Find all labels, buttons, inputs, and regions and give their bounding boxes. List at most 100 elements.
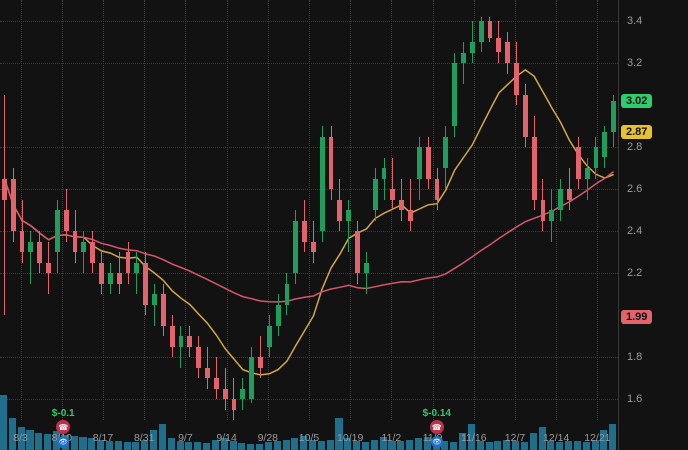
candle-body[interactable] — [179, 336, 184, 347]
candle-body[interactable] — [443, 137, 448, 169]
candle-body[interactable] — [426, 147, 431, 179]
candle-wick[interactable] — [410, 179, 411, 232]
candle-body[interactable] — [28, 242, 33, 253]
candle-body[interactable] — [329, 137, 334, 190]
candle-wick[interactable] — [180, 326, 181, 368]
gridline-vertical — [309, 0, 310, 420]
gridline-vertical — [103, 0, 104, 420]
candle-body[interactable] — [594, 147, 599, 168]
candle-body[interactable] — [99, 263, 104, 284]
candle-body[interactable] — [2, 179, 7, 200]
candle-body[interactable] — [46, 263, 51, 274]
candle-body[interactable] — [64, 210, 69, 231]
candle-body[interactable] — [302, 221, 307, 242]
candle-body[interactable] — [276, 305, 281, 326]
earnings-view-icon[interactable]: 👁 — [431, 436, 443, 448]
candle-body[interactable] — [320, 137, 325, 232]
candle-body[interactable] — [196, 347, 201, 368]
candle-body[interactable] — [205, 368, 210, 379]
candle-body[interactable] — [585, 168, 590, 179]
candle-body[interactable] — [143, 263, 148, 305]
candle-wick[interactable] — [384, 158, 385, 200]
candle-body[interactable] — [117, 273, 122, 284]
candle-body[interactable] — [126, 252, 131, 273]
candle-body[interactable] — [496, 38, 501, 53]
candle-wick[interactable] — [366, 252, 367, 294]
candle-body[interactable] — [152, 294, 157, 305]
candle-body[interactable] — [479, 21, 484, 42]
earnings-marker[interactable]: $-0.1 ☎ 👁 — [52, 408, 75, 448]
candle-body[interactable] — [408, 210, 413, 221]
earnings-call-icon[interactable]: ☎ — [56, 420, 70, 434]
candle-body[interactable] — [532, 137, 537, 200]
candle-wick[interactable] — [392, 158, 393, 211]
x-axis-date-label: 10/19 — [337, 432, 363, 444]
candle-body[interactable] — [267, 326, 272, 347]
candle-body[interactable] — [505, 42, 510, 63]
x-axis-date-label: 8/3 — [13, 432, 28, 444]
candle-body[interactable] — [37, 242, 42, 263]
candle-wick[interactable] — [30, 231, 31, 284]
gridline-vertical — [268, 0, 269, 420]
x-axis-date-label: 8/17 — [93, 432, 113, 444]
candle-body[interactable] — [523, 95, 528, 137]
candle-body[interactable] — [90, 242, 95, 263]
candle-wick[interactable] — [154, 284, 155, 326]
candle-body[interactable] — [355, 231, 360, 273]
candle-body[interactable] — [285, 284, 290, 305]
candle-body[interactable] — [390, 189, 395, 200]
candle-body[interactable] — [187, 336, 192, 347]
candle-body[interactable] — [399, 200, 404, 211]
candle-body[interactable] — [134, 263, 139, 274]
candle-body[interactable] — [11, 179, 16, 232]
candle-body[interactable] — [452, 63, 457, 126]
candle-body[interactable] — [258, 357, 263, 368]
candle-wick[interactable] — [463, 42, 464, 84]
candle-body[interactable] — [311, 242, 316, 253]
candle-wick[interactable] — [83, 231, 84, 273]
candle-body[interactable] — [337, 200, 342, 221]
candle-wick[interactable] — [587, 158, 588, 200]
x-axis-date-label: 10/5 — [299, 432, 319, 444]
candle-body[interactable] — [346, 210, 351, 221]
candle-wick[interactable] — [4, 95, 5, 316]
price-badge: 2.87 — [621, 125, 652, 139]
candle-body[interactable] — [541, 200, 546, 221]
candle-body[interactable] — [602, 132, 607, 157]
price-badge: 3.02 — [621, 94, 652, 108]
candle-body[interactable] — [611, 101, 616, 133]
candle-body[interactable] — [55, 210, 60, 252]
candle-body[interactable] — [417, 147, 422, 179]
gridline-vertical — [227, 0, 228, 420]
candle-body[interactable] — [567, 189, 572, 200]
candle-wick[interactable] — [348, 200, 349, 253]
candle-body[interactable] — [364, 263, 369, 274]
candle-body[interactable] — [576, 147, 581, 179]
candle-body[interactable] — [81, 242, 86, 253]
candle-body[interactable] — [470, 42, 475, 53]
gridline-vertical — [144, 0, 145, 420]
candle-body[interactable] — [558, 189, 563, 210]
earnings-view-icon[interactable]: 👁 — [57, 436, 69, 448]
candle-body[interactable] — [293, 221, 298, 274]
candle-body[interactable] — [108, 273, 113, 284]
candle-body[interactable] — [73, 231, 78, 252]
candle-body[interactable] — [214, 378, 219, 389]
candle-body[interactable] — [549, 210, 554, 221]
y-axis-tick-label: 1.6 — [627, 393, 642, 405]
earnings-marker-label: $-0.1 — [52, 408, 75, 419]
candle-body[interactable] — [461, 53, 466, 64]
candle-body[interactable] — [514, 63, 519, 95]
x-axis-date-label: 12/14 — [543, 432, 569, 444]
candle-body[interactable] — [373, 179, 378, 211]
candle-body[interactable] — [382, 168, 387, 179]
candle-body[interactable] — [170, 326, 175, 347]
earnings-marker[interactable]: $-0.14 ☎ 👁 — [423, 408, 451, 448]
candle-body[interactable] — [20, 231, 25, 252]
earnings-call-icon[interactable]: ☎ — [430, 420, 444, 434]
gridline-vertical — [391, 0, 392, 420]
candle-body[interactable] — [435, 179, 440, 200]
candle-wick[interactable] — [136, 252, 137, 294]
candle-body[interactable] — [488, 21, 493, 38]
candle-body[interactable] — [161, 294, 166, 326]
